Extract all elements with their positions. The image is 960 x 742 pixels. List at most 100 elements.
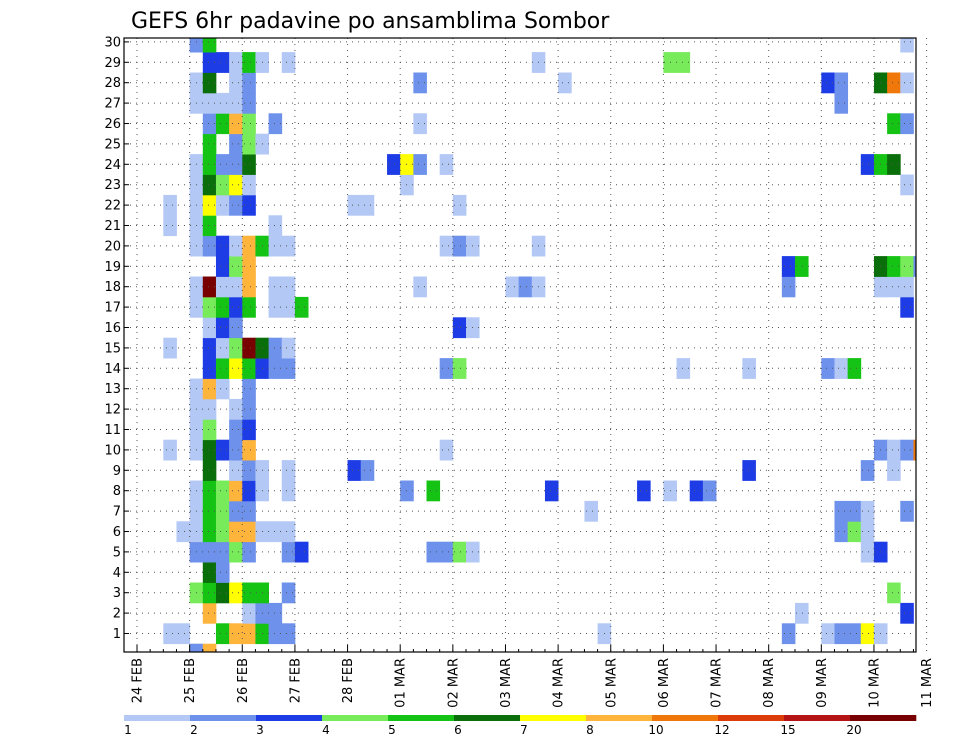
heatmap-cell <box>268 337 283 359</box>
heatmap-cell <box>229 317 243 339</box>
heatmap-cell <box>860 460 875 481</box>
y-tick-label: 10 <box>104 443 121 458</box>
plot-frame <box>123 37 917 653</box>
heatmap-cell <box>242 296 256 318</box>
heatmap-cell <box>163 439 177 461</box>
heatmap-cell <box>229 235 243 257</box>
x-axis: 24 FEB 25 FEB 26 FEB 27 FEB 28 FEB 01 MAR 02 M… <box>131 645 935 708</box>
heatmap-cell <box>242 582 256 604</box>
heatmap-cell <box>887 256 901 277</box>
x-tick-label: 03 MAR <box>499 658 514 708</box>
heatmap-cell <box>294 541 309 563</box>
legend-label: 20 <box>846 723 861 737</box>
heatmap-cell <box>202 480 217 502</box>
heatmap-cell <box>229 72 243 94</box>
heatmap-cell <box>281 541 296 563</box>
heatmap-cell <box>202 235 217 257</box>
legend-swatch <box>256 715 323 721</box>
heatmap-cell <box>742 358 756 379</box>
heatmap-cell <box>202 194 217 216</box>
heatmap-cell <box>242 92 256 114</box>
y-tick-label: 21 <box>104 219 121 234</box>
legend-label: 2 <box>190 723 198 737</box>
heatmap-cell <box>202 378 217 400</box>
heatmap-cell <box>229 480 243 502</box>
heatmap-cell <box>268 358 283 379</box>
heatmap-cell <box>439 154 454 175</box>
heatmap-cell <box>860 521 875 543</box>
heatmap-cell <box>215 113 230 135</box>
heatmap-cell <box>281 52 296 73</box>
heatmap-cell <box>900 296 914 318</box>
legend-swatch <box>124 715 191 721</box>
grid-lines <box>124 38 928 652</box>
heatmap-cell <box>242 113 256 135</box>
x-tick-label: 01 MAR <box>394 658 409 708</box>
x-tick-label: 04 MAR <box>552 658 567 708</box>
heatmap-cell <box>887 582 901 604</box>
heatmap-cell <box>913 256 916 277</box>
heatmap-cell <box>913 439 916 461</box>
heatmap-cell <box>439 235 454 257</box>
heatmap-cell <box>887 276 901 298</box>
heatmap-cell <box>163 215 177 237</box>
y-tick-label: 8 <box>113 484 121 499</box>
heatmap-cell <box>439 439 454 461</box>
heatmap-cell <box>242 256 256 277</box>
heatmap-cell <box>242 378 256 400</box>
heatmap-cell <box>242 358 256 379</box>
heatmap-cell <box>242 133 256 155</box>
heatmap-cell <box>215 296 230 318</box>
x-tick-label: 07 MAR <box>710 658 725 708</box>
heatmap-cell <box>360 194 375 216</box>
x-tick-label: 11 MAR <box>920 658 935 708</box>
heatmap-cell <box>215 521 230 543</box>
heatmap-cell <box>268 215 283 237</box>
heatmap-cell <box>215 174 230 196</box>
heatmap-cell <box>795 256 809 277</box>
heatmap-cell <box>268 623 283 645</box>
legend-label: 3 <box>256 723 264 737</box>
heatmap-cell <box>268 276 283 298</box>
heatmap-cell <box>834 500 849 522</box>
heatmap-cell <box>176 623 191 645</box>
heatmap-cell <box>676 52 691 73</box>
legend-label: 7 <box>520 723 528 737</box>
heatmap-cell <box>900 256 914 277</box>
legend-label: 1 <box>124 723 132 737</box>
heatmap-cell <box>202 643 217 652</box>
heatmap-cell <box>821 358 835 379</box>
heatmap-cell <box>189 643 204 652</box>
heatmap-cell <box>242 480 256 502</box>
y-tick-label: 19 <box>104 260 121 275</box>
heatmap-cell <box>268 235 283 257</box>
heatmap-cell <box>242 398 256 420</box>
heatmap-cell <box>242 500 256 522</box>
heatmap-cell <box>215 92 230 114</box>
heatmap-cell <box>242 154 256 175</box>
heatmap-cell <box>242 72 256 94</box>
heatmap-cell <box>229 398 243 420</box>
heatmap-cell <box>202 439 217 461</box>
heatmap-cell <box>242 194 256 216</box>
heatmap-cell <box>281 460 296 481</box>
heatmap-cell <box>834 72 849 94</box>
heatmap-cell <box>900 500 914 522</box>
heatmap-cell <box>268 296 283 318</box>
heatmap-cell <box>860 500 875 522</box>
heatmap-cell <box>202 521 217 543</box>
heatmap-cell <box>202 296 217 318</box>
heatmap-cell <box>215 276 230 298</box>
heatmap-cell <box>281 296 296 318</box>
heatmap-cell <box>215 358 230 379</box>
heatmap-cell <box>887 113 901 135</box>
heatmap-cell <box>847 500 862 522</box>
y-axis: 1234567891011121314151617181920212223242… <box>104 35 129 642</box>
heatmap-cell <box>900 72 914 94</box>
heatmap-cell <box>229 419 243 441</box>
heatmap-cell <box>229 358 243 379</box>
legend-label: 4 <box>322 723 330 737</box>
heatmap-cell <box>163 337 177 359</box>
heatmap-cell <box>702 480 717 502</box>
heatmap-cell <box>229 500 243 522</box>
